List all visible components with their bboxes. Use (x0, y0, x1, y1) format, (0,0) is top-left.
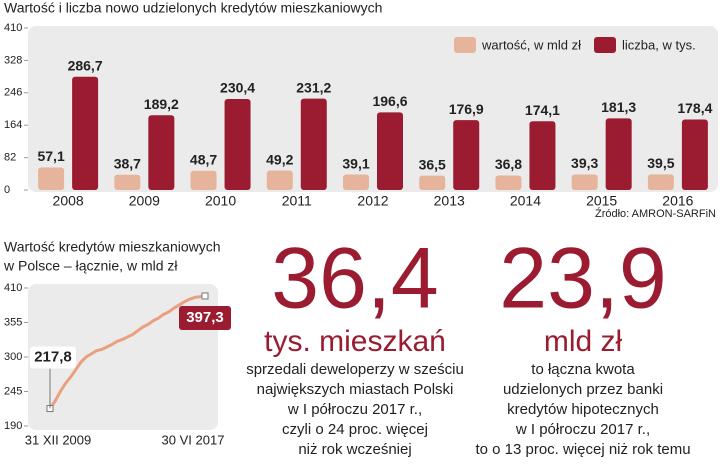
line-plot-bg (28, 284, 218, 430)
description: czyli o 24 proc. więcej (282, 421, 428, 438)
line (48, 294, 206, 410)
y-tick-label: 190 (4, 420, 22, 432)
bar (190, 170, 217, 190)
value-label: 48,7 (190, 151, 217, 167)
bar (605, 118, 632, 190)
description: to o 13 proc. więcej niż rok temu (475, 441, 690, 458)
x-tick-label: 2010 (205, 193, 236, 209)
value-label: 181,3 (601, 99, 636, 115)
y-tick-label: 246 (4, 87, 22, 99)
x-tick-label: 2015 (586, 193, 617, 209)
description: sprzedali deweloperzy w sześciu (246, 361, 464, 378)
big-number: 23,9 (499, 231, 666, 327)
value-label: 39,3 (571, 155, 598, 171)
value-label: 189,2 (144, 96, 179, 112)
bar (377, 112, 403, 190)
bar (681, 119, 708, 190)
x-tick-label: 2008 (53, 193, 84, 209)
x-tick-label: 2013 (434, 193, 465, 209)
y-tick-label: 410 (4, 22, 22, 34)
description: w I półroczu 2017 r., (515, 421, 650, 438)
value-label: 230,4 (220, 80, 255, 96)
x-tick-label: 2009 (129, 193, 160, 209)
description: kredytów hipotecznych (507, 401, 659, 418)
bar (647, 174, 674, 190)
legend-label: wartość, w mld zł (481, 37, 581, 52)
description: udzielonych przez banki (503, 381, 663, 398)
bar (453, 120, 480, 190)
value-label: 174,1 (525, 102, 560, 118)
bar (148, 115, 175, 190)
label-box (179, 305, 231, 330)
legend-label: liczba, w tys. (622, 37, 696, 52)
x-tick-label: 2016 (662, 193, 693, 209)
value-label: 231,2 (296, 79, 331, 95)
big-number: 36,4 (271, 231, 438, 327)
source: Źródło: AMRON-SARFiN (595, 207, 716, 220)
y-tick-label: 328 (4, 54, 22, 66)
description: największych miastach Polski (257, 381, 454, 398)
y-tick-label: 300 (4, 351, 22, 363)
y-tick-label: 355 (4, 316, 22, 328)
x-tick-label: 2011 (282, 193, 312, 209)
value-label: 38,7 (114, 155, 141, 171)
y-tick-label: 245 (4, 385, 22, 397)
legend-swatch (454, 37, 476, 53)
value-label: 178,4 (677, 100, 712, 116)
bar (224, 98, 251, 190)
value-label: 176,9 (449, 101, 484, 117)
description: w I półroczu 2017 r., (287, 401, 422, 418)
value-label: 36,5 (419, 156, 446, 172)
value-label: 57,1 (37, 148, 64, 164)
x-tick-label: 30 VI 2017 (162, 432, 225, 447)
big-unit: mld zł (544, 325, 623, 358)
y-tick-label: 82 (4, 152, 16, 164)
y-tick-label: 410 (4, 282, 22, 294)
value-label: 39,1 (342, 155, 369, 171)
bar (495, 175, 522, 190)
line-title: Wartość kredytów mieszkaniowych (4, 239, 221, 255)
label-box (30, 346, 76, 369)
description: to łączna kwota (531, 361, 635, 378)
point-marker (201, 292, 209, 300)
value-label: 49,2 (266, 151, 293, 167)
value-label: 217,8 (34, 349, 72, 366)
legend-swatch (594, 37, 616, 53)
bar (419, 175, 446, 190)
bar (72, 76, 99, 190)
value-label: 196,6 (372, 93, 407, 109)
value-label: 39,5 (647, 155, 674, 171)
x-tick-label: 2014 (510, 193, 541, 209)
description: niż rok wcześniej (298, 441, 411, 458)
bar (571, 174, 598, 190)
bar-title: Wartość i liczba nowo udzielonych kredyt… (4, 0, 382, 16)
value-label: 397,3 (186, 309, 224, 326)
bar (343, 174, 369, 190)
y-tick-label: 164 (4, 119, 22, 131)
x-tick-label: 31 XII 2009 (25, 432, 92, 447)
big-unit: tys. mieszkań (264, 325, 446, 358)
y-tick-label: 0 (4, 184, 10, 196)
x-tick-label: 2012 (357, 193, 388, 209)
value-label: 36,8 (495, 156, 522, 172)
bar (300, 98, 327, 190)
bar (38, 167, 65, 190)
value-label: 286,7 (68, 57, 103, 73)
line-title: w Polsce – łącznie, w mld zł (3, 258, 178, 274)
bar (529, 121, 556, 190)
bar (266, 170, 293, 190)
bar (114, 174, 141, 190)
